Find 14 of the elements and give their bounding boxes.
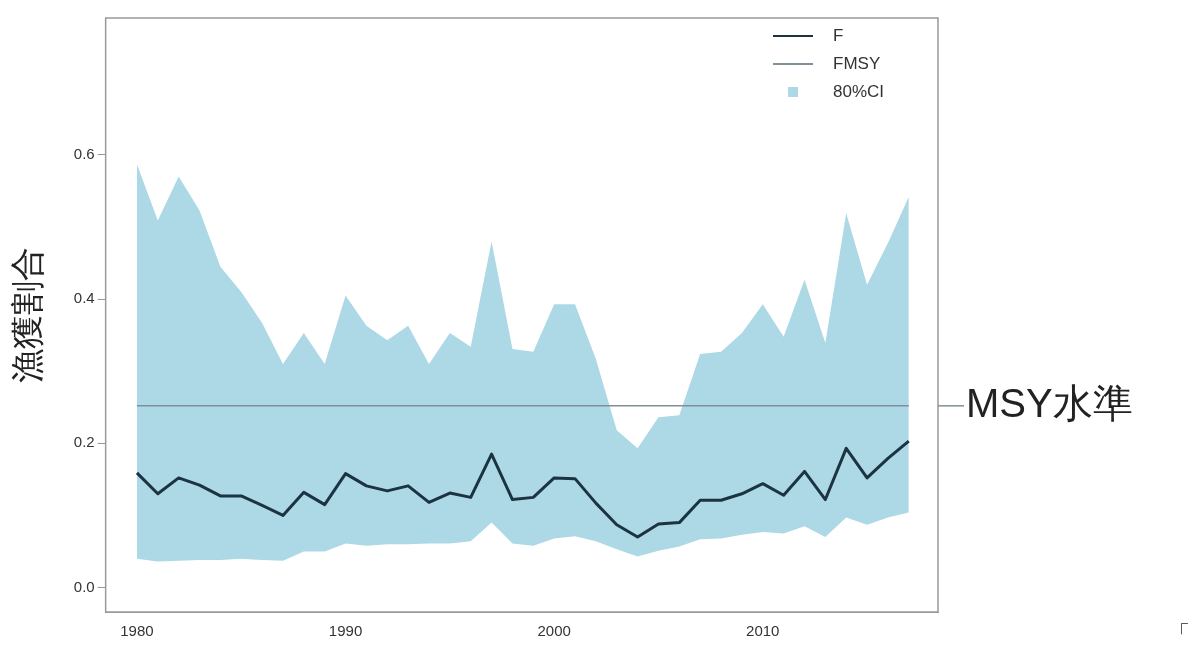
y-tick-label: 0.0 — [73, 577, 95, 595]
y-axis-title: 漁獲割合 — [7, 247, 48, 383]
annotation: 80%CI — [833, 81, 885, 101]
legend-label: F — [833, 25, 844, 45]
text: MSY水準 — [966, 380, 1133, 425]
x-tick-label: 2010 — [746, 622, 780, 640]
text: 「 — [1168, 621, 1190, 647]
y-tick-label: 0.4 — [73, 289, 95, 307]
legend-label: FMSY — [833, 53, 881, 73]
y-tick-label: 0.2 — [73, 433, 95, 451]
x-tick-label: 2000 — [537, 622, 571, 640]
y-tick-label: 0.6 — [73, 145, 95, 163]
x-tick-label: 1980 — [120, 622, 154, 640]
x-tick-label: 1990 — [328, 622, 363, 640]
